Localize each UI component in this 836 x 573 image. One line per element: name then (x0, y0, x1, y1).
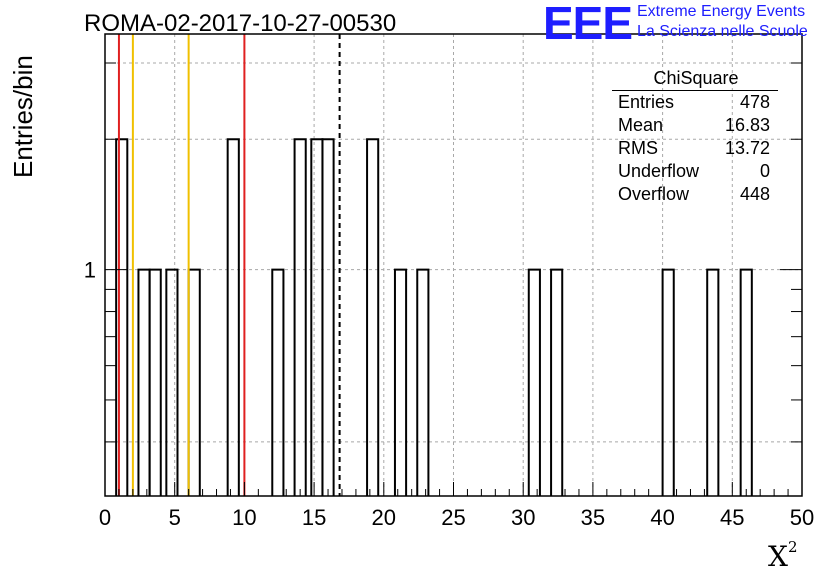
stats-value: 16.83 (724, 115, 770, 135)
histogram-bin (310, 138, 324, 496)
stats-value: 448 (739, 184, 770, 204)
histogram-bin (366, 138, 380, 496)
histogram-bin (137, 268, 151, 496)
histogram-bin (416, 268, 430, 496)
x-tick-label: 45 (720, 505, 744, 530)
stats-label: Overflow (618, 184, 690, 204)
stats-row: Underflow 0 (618, 161, 770, 184)
stats-row: Mean 16.83 (618, 115, 770, 138)
x-axis-label-base: X (768, 540, 788, 573)
eee-logo: EEE (543, 0, 633, 49)
x-tick-label: 20 (372, 505, 396, 530)
stats-label: Mean (618, 115, 664, 135)
stats-box: ChiSquare Entries 478 Mean 16.83 RMS 13.… (612, 67, 780, 204)
histogram-bin (321, 138, 335, 496)
stats-value: 0 (759, 161, 770, 181)
x-tick-label: 5 (169, 505, 181, 530)
stats-label: Entries (618, 92, 675, 112)
stats-row: Overflow 448 (618, 184, 770, 207)
stats-value: 478 (739, 92, 770, 112)
histogram-bin (293, 138, 307, 496)
stats-row: Entries 478 (618, 92, 770, 115)
stats-label: Underflow (618, 161, 700, 181)
stats-title: ChiSquare (653, 68, 739, 88)
stats-row: RMS 13.72 (618, 138, 770, 161)
stats-label: RMS (618, 138, 658, 158)
histogram-bin (148, 268, 162, 496)
histogram-bins (115, 138, 753, 496)
stats-value: 13.72 (724, 138, 770, 158)
x-tick-label: 15 (302, 505, 326, 530)
logo-line-1: Extreme Energy Events (637, 3, 806, 20)
histogram-bin (739, 268, 753, 496)
histogram-bin (115, 138, 129, 496)
grid (105, 34, 802, 496)
logo-line-2: La Scienza nelle Scuole (637, 23, 808, 40)
histogram-bin (271, 268, 285, 496)
axis-ticks (104, 62, 803, 496)
reference-lines (117, 34, 341, 496)
histogram-bin (527, 268, 541, 496)
x-tick-label: 50 (790, 505, 814, 530)
y-tick-label: 1 (84, 258, 96, 283)
x-tick-label: 10 (232, 505, 256, 530)
histogram-bin (661, 268, 675, 496)
x-tick-label: 40 (650, 505, 674, 530)
x-tick-label: 0 (99, 505, 111, 530)
histogram-bin (165, 268, 179, 496)
tick-labels: 0 5 10 15 20 25 30 35 40 45 50 1 (84, 258, 814, 530)
x-tick-label: 30 (511, 505, 535, 530)
histogram-bin (706, 268, 720, 496)
y-axis-label: Entries/bin (8, 55, 38, 178)
histogram-bin (226, 138, 240, 496)
histogram-bin (550, 268, 564, 496)
x-tick-label: 25 (441, 505, 465, 530)
stats-divider (612, 90, 778, 91)
histogram-bin (187, 268, 201, 496)
x-axis-label-superscript: 2 (787, 538, 798, 556)
x-axis-label: X2 (768, 538, 797, 573)
x-tick-label: 35 (581, 505, 605, 530)
chart-title: ROMA-02-2017-10-27-00530 (84, 10, 397, 37)
histogram-bin (393, 268, 408, 496)
